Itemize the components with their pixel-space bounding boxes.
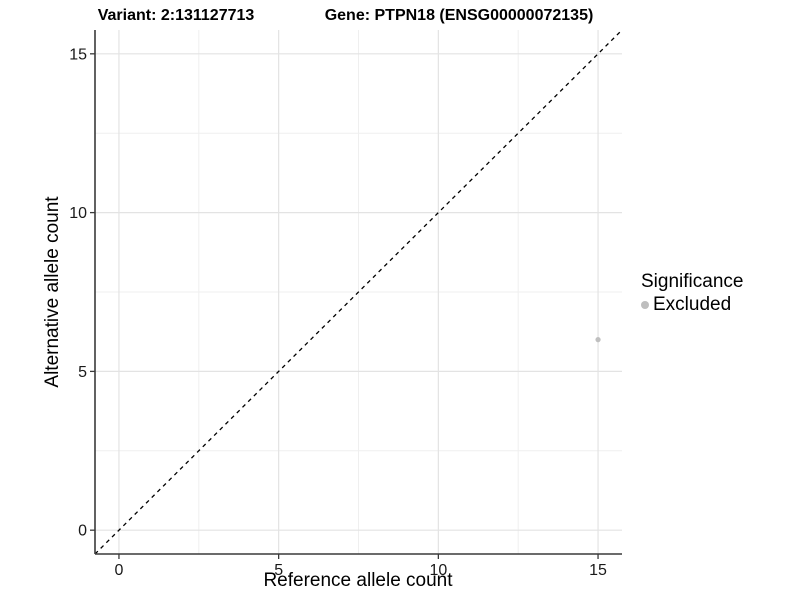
plot-title-gene: Gene: PTPN18 (ENSG00000072135) bbox=[324, 7, 594, 24]
x-axis-title: Reference allele count bbox=[263, 570, 453, 591]
legend-point-icon bbox=[641, 301, 649, 309]
x-tick-label: 10 bbox=[429, 562, 447, 579]
x-tick-label: 15 bbox=[589, 562, 607, 579]
x-tick-label: 0 bbox=[115, 562, 124, 579]
plot-title-variant: Variant: 2:131127713 bbox=[97, 7, 255, 24]
legend: Significance Excluded bbox=[641, 271, 743, 316]
data-point bbox=[595, 337, 601, 343]
legend-item-label: Excluded bbox=[653, 294, 732, 315]
y-tick-label: 10 bbox=[69, 205, 87, 222]
x-tick-label: 5 bbox=[274, 562, 283, 579]
y-tick-label: 15 bbox=[69, 46, 87, 63]
y-tick-label: 5 bbox=[78, 364, 87, 381]
legend-title: Significance bbox=[641, 271, 744, 292]
legend-item-excluded: Excluded bbox=[641, 294, 743, 316]
identity-line bbox=[94, 29, 623, 555]
y-axis-title: Alternative allele count bbox=[42, 196, 63, 388]
y-tick-label: 0 bbox=[78, 523, 87, 540]
